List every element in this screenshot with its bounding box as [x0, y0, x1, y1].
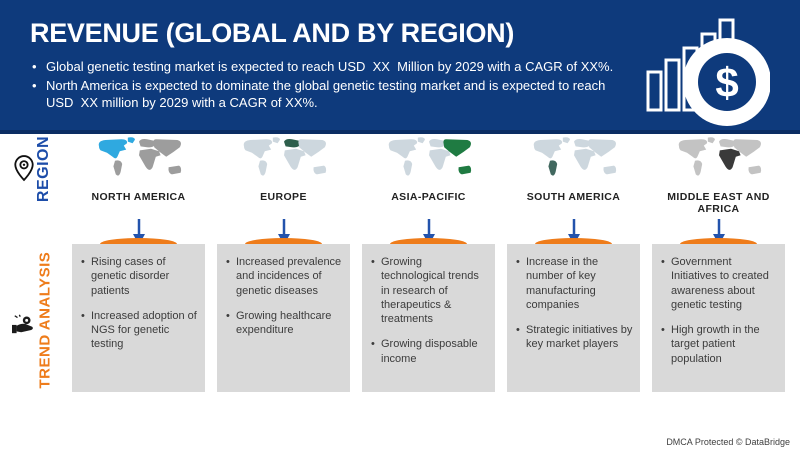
- trend-point: Increase in the number of key manufactur…: [516, 255, 633, 312]
- trend-point: Increased prevalence and incidences of g…: [226, 255, 343, 298]
- orange-dome-accent: [99, 238, 178, 244]
- trend-point: Growing technological trends in research…: [371, 255, 488, 326]
- continent-north-america: [533, 139, 562, 159]
- hand-magnifier-icon: [11, 313, 35, 340]
- region-column-middle-east-africa: MIDDLE EAST AND AFRICA: [652, 136, 785, 245]
- trend-point: Growing disposable income: [371, 337, 488, 366]
- region-column-north-america: NORTH AMERICA: [72, 136, 205, 245]
- continent-asia: [152, 139, 181, 157]
- continent-greenland: [272, 137, 280, 144]
- trend-section-label: TREND ANALYSIS: [36, 251, 54, 389]
- region-column-asia-pacific: ASIA-PACIFIC: [362, 136, 495, 245]
- continent-australia: [747, 165, 761, 175]
- continent-north-america: [98, 139, 127, 159]
- trend-point: Growing healthcare expenditure: [226, 309, 343, 338]
- trend-card-middle-east-africa: Government Initiatives to created awaren…: [652, 238, 785, 392]
- trend-point: Strategic initiatives by key market play…: [516, 323, 633, 352]
- header-bullet: North America is expected to dominate th…: [30, 77, 630, 111]
- continent-africa: [283, 148, 306, 170]
- header-bullet: Global genetic testing market is expecte…: [30, 58, 630, 75]
- continent-north-america: [678, 139, 707, 159]
- trend-point: Increased adoption of NGS for genetic te…: [81, 309, 198, 352]
- continent-south-america: [402, 160, 412, 176]
- header-band: REVENUE (GLOBAL AND BY REGION) Global ge…: [0, 0, 800, 134]
- continent-north-america: [388, 139, 417, 159]
- region-row: NORTH AMERICA EUROPE: [72, 136, 785, 245]
- region-name: EUROPE: [260, 191, 307, 203]
- region-section-label: REGION: [35, 135, 52, 203]
- continent-asia: [732, 139, 761, 157]
- continent-south-america: [257, 160, 267, 176]
- region-column-europe: EUROPE: [217, 136, 350, 245]
- continent-africa: [718, 148, 741, 170]
- continent-australia: [602, 165, 616, 175]
- region-column-south-america: SOUTH AMERICA: [507, 136, 640, 245]
- trend-point: Government Initiatives to created awaren…: [661, 255, 778, 312]
- world-map-asia-pacific: [388, 137, 471, 176]
- trend-card-north-america: Rising cases of genetic disorder patient…: [72, 238, 205, 392]
- continent-europe: [718, 139, 735, 148]
- region-name: ASIA-PACIFIC: [391, 191, 466, 203]
- continent-australia: [167, 165, 181, 175]
- trend-point: Rising cases of genetic disorder patient…: [81, 255, 198, 298]
- header-bullet-list: Global genetic testing market is expecte…: [30, 58, 630, 111]
- trend-card-asia-pacific: Growing technological trends in research…: [362, 238, 495, 392]
- continent-asia: [297, 139, 326, 157]
- location-pin-icon: [13, 154, 35, 187]
- region-name: NORTH AMERICA: [91, 191, 186, 203]
- continent-africa: [138, 148, 161, 170]
- world-map-europe: [243, 137, 326, 176]
- trend-cards-row: Rising cases of genetic disorder patient…: [72, 238, 785, 392]
- world-map-south-america: [533, 137, 616, 176]
- continent-greenland: [127, 137, 135, 144]
- bar-chart-dollar-icon: $: [645, 8, 770, 128]
- continent-south-america: [547, 160, 557, 176]
- region-name: SOUTH AMERICA: [526, 191, 621, 203]
- continent-asia: [442, 139, 471, 157]
- region-name: MIDDLE EAST AND AFRICA: [667, 191, 770, 216]
- continent-europe: [428, 139, 445, 148]
- dmca-watermark: DMCA Protected © DataBridge: [666, 437, 790, 447]
- continent-greenland: [707, 137, 715, 144]
- trend-card-europe: Increased prevalence and incidences of g…: [217, 238, 350, 392]
- orange-dome-accent: [679, 238, 758, 244]
- trend-card-south-america: Increase in the number of key manufactur…: [507, 238, 640, 392]
- continent-greenland: [562, 137, 570, 144]
- orange-dome-accent: [244, 238, 323, 244]
- continent-europe: [283, 139, 300, 148]
- continent-south-america: [692, 160, 702, 176]
- dollar-sign: $: [715, 59, 738, 106]
- continent-africa: [428, 148, 451, 170]
- world-map-middle-east-africa: [678, 137, 761, 176]
- continent-greenland: [417, 137, 425, 144]
- orange-dome-accent: [389, 238, 468, 244]
- trend-point: High growth in the target patient popula…: [661, 323, 778, 366]
- continent-australia: [312, 165, 326, 175]
- continent-south-america: [112, 160, 122, 176]
- continent-europe: [573, 139, 590, 148]
- world-map-north-america: [98, 137, 181, 176]
- continent-africa: [573, 148, 596, 170]
- page-title: REVENUE (GLOBAL AND BY REGION): [30, 18, 515, 48]
- orange-dome-accent: [534, 238, 613, 244]
- continent-europe: [138, 139, 155, 148]
- continent-north-america: [243, 139, 272, 159]
- continent-australia: [457, 165, 471, 175]
- continent-asia: [587, 139, 616, 157]
